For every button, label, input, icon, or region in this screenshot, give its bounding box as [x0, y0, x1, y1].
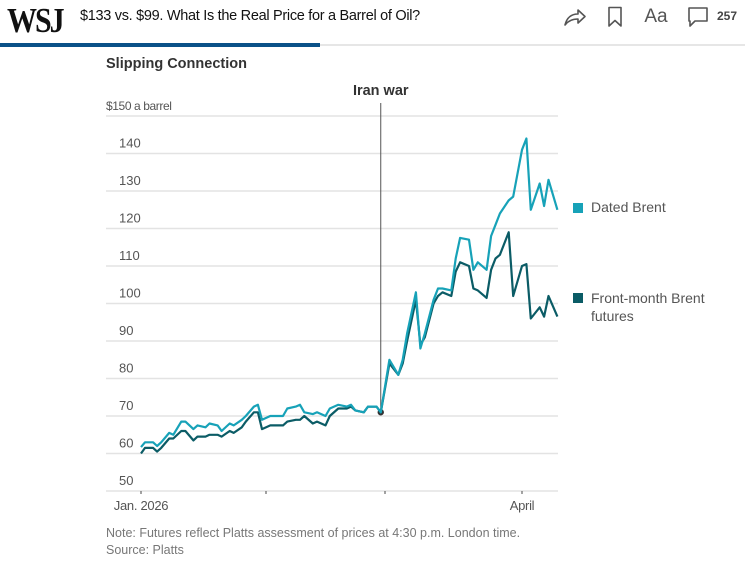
y-tick-label-60: 60	[119, 436, 133, 451]
y-tick-label-70: 70	[119, 398, 133, 413]
reading-progress-bar	[0, 43, 321, 47]
comments-button[interactable]	[686, 6, 710, 28]
y-tick-label-50: 50	[119, 473, 133, 488]
share-icon	[563, 7, 587, 27]
y-tick-label-130: 130	[119, 173, 141, 188]
legend-swatch-dated-brent	[573, 203, 583, 213]
y-tick-label-140: 140	[119, 136, 141, 151]
text-size-button[interactable]: Aa	[641, 6, 671, 28]
legend-label-futures: Front-month Brent futures	[591, 290, 705, 324]
comment-icon	[687, 6, 709, 28]
series-line-dated-brent	[140, 137, 559, 448]
reading-progress-track	[0, 44, 745, 46]
article-headline: $133 vs. $99. What Is the Real Price for…	[80, 8, 420, 24]
x-tick-label-3: April	[510, 498, 535, 513]
y-tick-label-90: 90	[119, 323, 133, 338]
bookmark-icon	[607, 6, 623, 28]
iran-war-label: Iran war	[353, 83, 409, 99]
y-tick-label-80: 80	[119, 361, 133, 376]
y-tick-label-120: 120	[119, 211, 141, 226]
legend-swatch-futures	[573, 293, 583, 303]
comment-count[interactable]: 257	[717, 9, 738, 23]
wsj-logo[interactable]: WSJ	[7, 2, 65, 40]
bookmark-button[interactable]	[604, 6, 626, 28]
y-tick-label-150: $150 a barrel	[106, 99, 172, 113]
legend-item-dated-brent: Dated Brent	[573, 199, 666, 215]
x-tick-label-0: Jan. 2026	[114, 498, 168, 513]
y-tick-label-100: 100	[119, 286, 141, 301]
chart-title: Slipping Connection	[106, 56, 247, 72]
chart-note: Note: Futures reflect Platts assessment …	[106, 526, 521, 540]
text-size-icon: Aa	[644, 6, 668, 27]
legend-label-dated-brent: Dated Brent	[591, 199, 666, 215]
legend-item-futures: Front-month Brent futures	[573, 289, 733, 325]
share-button[interactable]	[562, 6, 588, 28]
y-tick-label-110: 110	[119, 248, 140, 263]
top-bar: WSJ $133 vs. $99. What Is the Real Price…	[0, 0, 745, 44]
chart-source: Source: Platts	[106, 543, 184, 557]
series-line-front-month-brent-futures	[140, 231, 559, 455]
